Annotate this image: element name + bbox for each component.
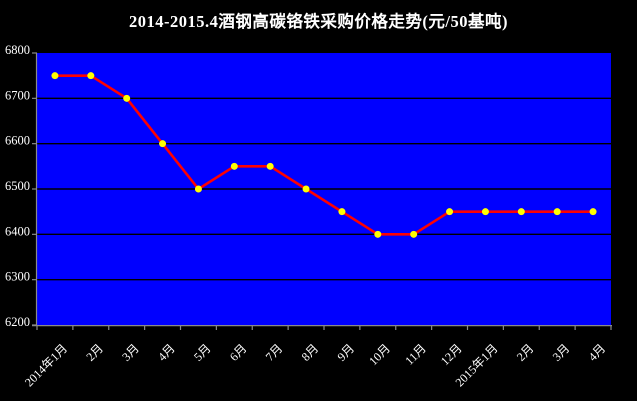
data-point-marker xyxy=(553,208,561,216)
data-point-marker xyxy=(481,208,489,216)
x-category-label: 3月 xyxy=(550,341,573,364)
data-point-marker xyxy=(230,162,238,170)
y-tick-label: 6500 xyxy=(5,179,30,193)
price-line xyxy=(53,74,595,236)
x-category-label: 11月 xyxy=(402,341,429,368)
x-category-label: 6月 xyxy=(227,341,250,364)
data-point-marker xyxy=(302,185,310,193)
data-point-marker xyxy=(338,208,346,216)
x-category-label: 2月 xyxy=(83,341,106,364)
x-category-label: 2月 xyxy=(514,341,537,364)
x-category-label: 9月 xyxy=(334,341,357,364)
data-point-marker xyxy=(123,94,131,102)
y-tick-label: 6200 xyxy=(5,315,30,329)
data-point-marker xyxy=(266,162,274,170)
y-tick-label: 6300 xyxy=(5,270,30,284)
x-category-label: 4月 xyxy=(155,341,178,364)
data-point-marker xyxy=(159,140,167,148)
data-point-marker xyxy=(51,72,59,80)
x-category-label: 2014年1月 xyxy=(22,341,70,389)
chart-title: 2014-2015.4酒钢高碳铬铁采购价格走势(元/50基吨) xyxy=(129,12,508,31)
y-tick-label: 6800 xyxy=(5,43,30,57)
data-point-marker xyxy=(374,230,382,238)
data-point-marker xyxy=(87,72,95,80)
data-point-marker xyxy=(410,230,418,238)
data-point-marker xyxy=(194,185,202,193)
data-point-marker xyxy=(446,208,454,216)
x-category-label: 4月 xyxy=(586,341,609,364)
y-tick-label: 6400 xyxy=(5,224,30,238)
x-category-label: 12月 xyxy=(438,341,465,368)
x-category-label: 3月 xyxy=(119,341,142,364)
data-point-marker xyxy=(589,208,597,216)
x-category-label: 5月 xyxy=(191,341,214,364)
data-point-marker xyxy=(517,208,525,216)
x-category-label: 7月 xyxy=(263,341,286,364)
x-category-label: 10月 xyxy=(366,341,393,368)
y-tick-label: 6700 xyxy=(5,88,30,102)
x-category-label: 8月 xyxy=(299,341,322,364)
y-tick-label: 6600 xyxy=(5,134,30,148)
